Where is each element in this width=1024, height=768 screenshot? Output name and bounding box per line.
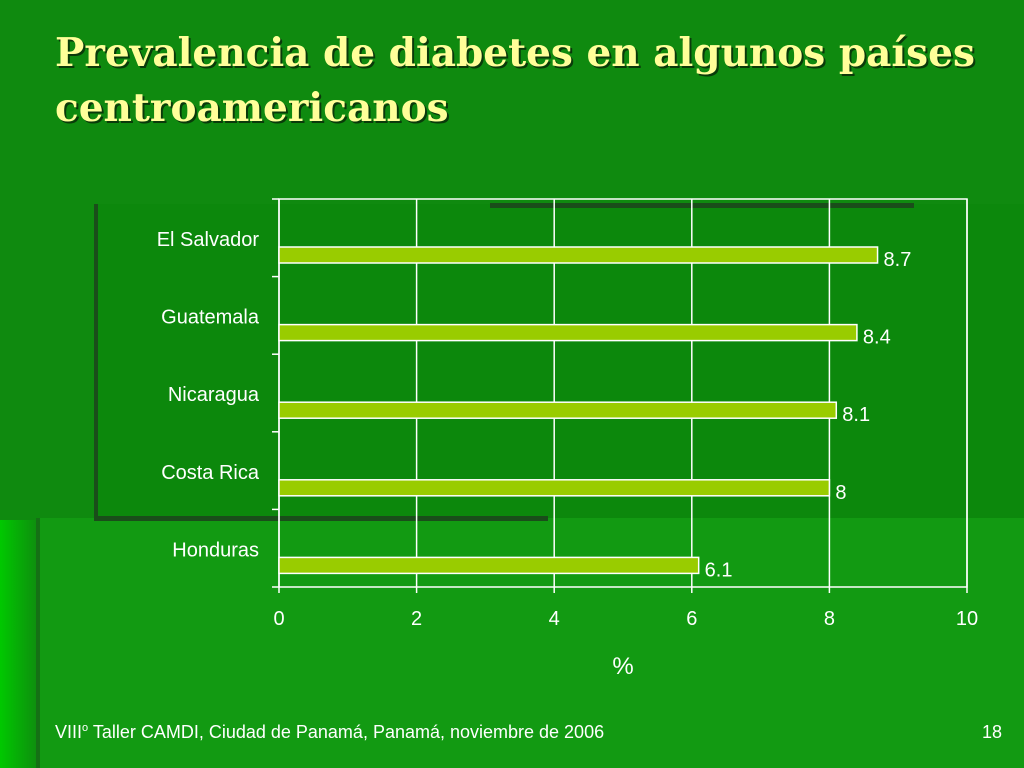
- category-label: Guatemala: [161, 307, 260, 329]
- category-label: Nicaragua: [168, 384, 260, 406]
- page-number: 18: [981, 722, 1002, 742]
- bar: [278, 479, 831, 497]
- decor-line-left-lower: [36, 518, 40, 768]
- x-axis-title: %: [612, 653, 633, 680]
- data-label: 8.7: [884, 249, 912, 271]
- footer-superscript: o: [82, 722, 89, 734]
- category-label: El Salvador: [157, 229, 260, 251]
- footer-prefix: VIII: [55, 722, 83, 742]
- x-tick-label: 0: [273, 608, 284, 630]
- x-tick-label: 2: [411, 608, 422, 630]
- decor-line-left: [94, 204, 98, 518]
- slide-footer: VIIIo Taller CAMDI, Ciudad de Panamá, Pa…: [55, 722, 604, 743]
- bar: [278, 556, 700, 575]
- slide-title: Prevalencia de diabetes en algunos paíse…: [55, 30, 975, 131]
- category-label: Costa Rica: [161, 462, 260, 484]
- x-tick-label: 10: [956, 608, 978, 630]
- x-tick-label: 4: [549, 608, 560, 630]
- footer-text: Taller CAMDI, Ciudad de Panamá, Panamá, …: [88, 722, 605, 742]
- decor-left-glow: [0, 520, 40, 768]
- data-label: 6.1: [705, 559, 733, 581]
- x-tick-label: 6: [686, 608, 697, 630]
- bar: [278, 323, 858, 342]
- data-label: 8: [835, 482, 846, 504]
- bar: [278, 401, 838, 419]
- decor-line-top: [490, 203, 914, 208]
- decor-line-mid: [94, 516, 548, 521]
- data-label: 8.4: [863, 327, 891, 349]
- bar: [278, 246, 879, 264]
- x-tick-label: 8: [824, 608, 835, 630]
- category-label: Honduras: [172, 539, 259, 561]
- data-label: 8.1: [842, 404, 870, 426]
